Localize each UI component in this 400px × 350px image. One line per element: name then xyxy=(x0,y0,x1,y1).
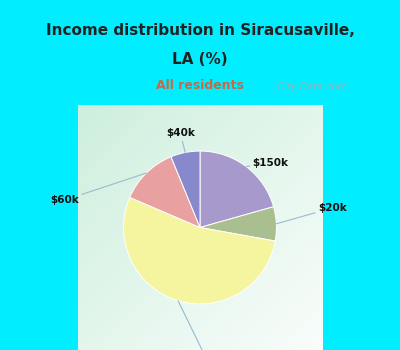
Text: City-Data.com: City-Data.com xyxy=(270,82,346,92)
Text: $150k: $150k xyxy=(246,158,288,168)
Text: $75k: $75k xyxy=(178,301,222,350)
Text: Income distribution in Siracusaville,: Income distribution in Siracusaville, xyxy=(46,23,354,38)
Wedge shape xyxy=(200,207,276,241)
Text: $40k: $40k xyxy=(166,128,195,153)
Wedge shape xyxy=(171,151,200,228)
Text: LA (%): LA (%) xyxy=(172,52,228,68)
Wedge shape xyxy=(130,157,200,228)
Text: $20k: $20k xyxy=(276,203,347,224)
Text: $60k: $60k xyxy=(50,173,146,205)
Text: All residents: All residents xyxy=(156,79,244,92)
Wedge shape xyxy=(200,151,274,228)
Wedge shape xyxy=(124,197,275,304)
